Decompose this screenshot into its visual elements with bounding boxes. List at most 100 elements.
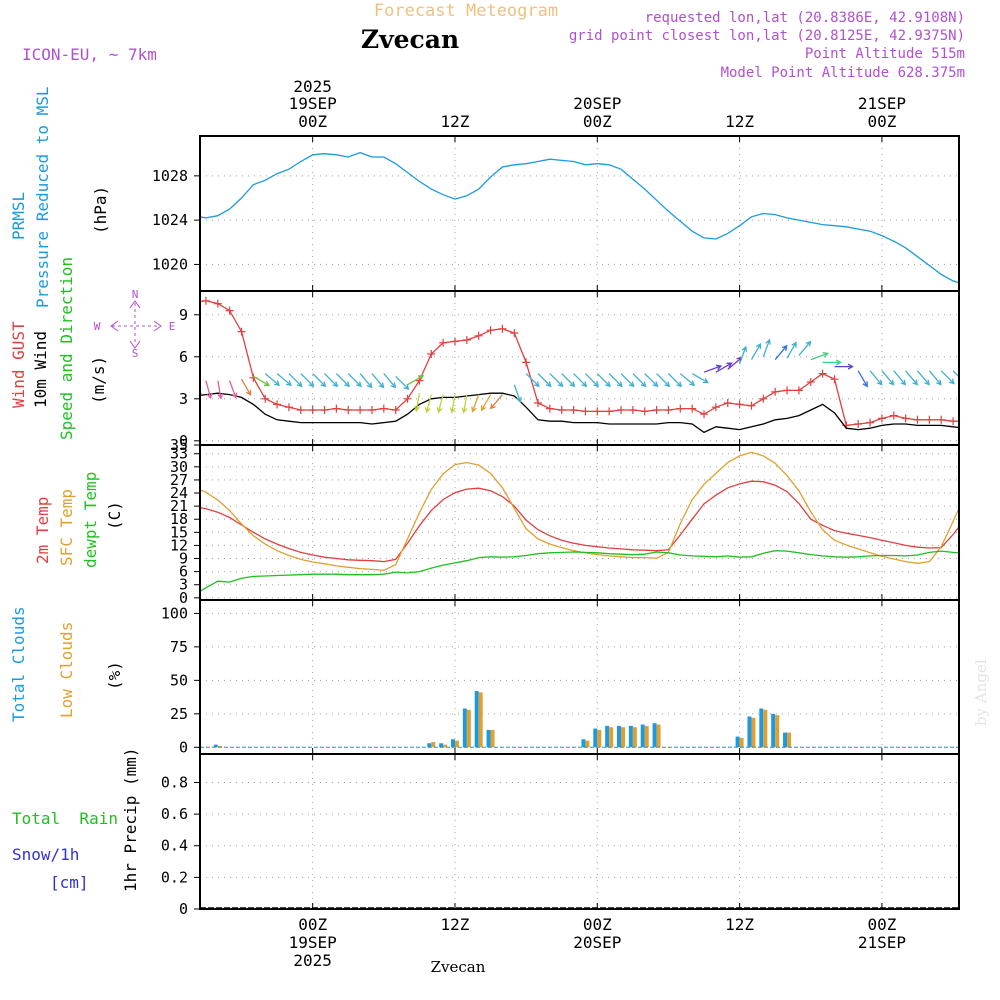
low-cloud-bar xyxy=(597,729,602,748)
gust-marker xyxy=(640,407,649,416)
series-line-pressure xyxy=(200,151,959,284)
panel-wind: 0 3 6 9 xyxy=(179,290,960,450)
gust-label: Wind GUST xyxy=(9,321,28,408)
gust-marker xyxy=(664,406,673,414)
bottom-time-axis: 00Z19SEP202512Z00Z20SEP12Z00Z21SEP12Z xyxy=(289,915,906,970)
top-time-axis: 00Z19SEP202512Z00Z20SEP12Z00Z21SEP12Z xyxy=(289,77,906,131)
y-tick-label: 30 xyxy=(170,458,188,476)
total-cloud-bar xyxy=(605,725,610,748)
gust-marker xyxy=(700,410,709,419)
snow-unit-label: [cm] xyxy=(50,873,89,892)
gust-marker xyxy=(522,358,531,367)
gust-marker xyxy=(711,403,720,412)
wind-arrow xyxy=(480,394,492,412)
total-cloud-bar xyxy=(474,691,479,748)
panel-grid xyxy=(200,136,959,291)
total-cloud-bar xyxy=(486,729,491,748)
gust-marker xyxy=(367,406,376,414)
gust-marker xyxy=(356,406,365,414)
low-cloud-bar xyxy=(431,741,436,748)
wind-arrow xyxy=(834,363,854,370)
gust-marker xyxy=(261,394,270,403)
gust-marker xyxy=(818,369,827,378)
wind-arrow xyxy=(703,364,723,373)
wind-arrow xyxy=(240,378,252,396)
bottom-date-label: 21SEP xyxy=(858,933,906,952)
wind-arrow xyxy=(324,373,339,388)
gust-marker xyxy=(439,338,448,347)
wind-arrow xyxy=(893,370,907,386)
total-cloud-bar xyxy=(450,739,455,748)
gust-marker xyxy=(569,406,578,414)
snow-label: Snow/1h xyxy=(12,845,79,864)
wind-labels: Wind GUST 10m Wind Speed and Direction (… xyxy=(9,257,108,440)
wind-arrow xyxy=(276,373,292,387)
model-label: ICON-EU, ~ 7km xyxy=(22,45,157,64)
gust-marker xyxy=(213,299,222,308)
gust-marker xyxy=(735,400,744,409)
panel-precip: 0 0.2 0.4 0.6 0.8 xyxy=(161,753,960,918)
gust-marker xyxy=(676,404,685,413)
top-date-label: 20SEP xyxy=(573,94,621,113)
bottom-tick-label: 00Z xyxy=(583,915,612,934)
wind-arrow xyxy=(449,394,456,414)
y-tick-label: 1020 xyxy=(152,255,188,273)
gust-marker xyxy=(759,394,768,403)
wind-arrow xyxy=(407,375,425,386)
compass-rose: N S W E xyxy=(94,288,176,360)
wind-arrow xyxy=(750,342,762,360)
gust-marker xyxy=(877,414,886,423)
model-altitude: Model Point Altitude 628.375m xyxy=(721,65,965,81)
gust-marker xyxy=(723,399,732,407)
wind-arrow xyxy=(513,384,522,403)
gust-marker xyxy=(605,407,614,416)
series-line-wind xyxy=(200,392,959,434)
wind-arrow xyxy=(253,375,271,387)
wind-arrow xyxy=(561,373,576,388)
gust-marker xyxy=(747,401,756,410)
total-cloud-bar xyxy=(771,713,776,748)
total-cloud-bar xyxy=(427,743,432,748)
y-tick-label: 50 xyxy=(170,671,188,689)
gust-marker xyxy=(854,420,863,428)
series-line-dewpt xyxy=(200,550,959,593)
y-tick-label: 15 xyxy=(170,523,188,541)
compass-w: W xyxy=(94,320,101,333)
wind-arrow xyxy=(679,373,696,387)
product-title: Forecast Meteogram xyxy=(374,1,558,21)
gust-marker xyxy=(771,387,780,396)
panel-grid xyxy=(200,754,959,909)
prmsl-label: PRMSL xyxy=(9,192,28,240)
gust-marker xyxy=(486,326,495,335)
top-date-label: 19SEP xyxy=(289,94,337,113)
y-tick-label: 21 xyxy=(170,497,188,515)
gust-marker xyxy=(830,375,839,384)
sfc-label: SFC Temp xyxy=(57,489,76,566)
gust-marker xyxy=(320,406,329,414)
wind-arrow xyxy=(205,380,213,400)
wind-arrow xyxy=(762,338,771,358)
gust-marker xyxy=(273,400,282,409)
wind-arrow xyxy=(644,373,659,388)
low-cloud-bar xyxy=(632,727,637,748)
wind-arrow xyxy=(414,393,421,413)
gust-marker xyxy=(581,407,590,416)
y-tick-label: 0.8 xyxy=(161,773,188,791)
top-tick-label: 12Z xyxy=(441,112,470,131)
wind-arrow xyxy=(489,394,503,410)
wind-arrow xyxy=(691,373,709,384)
wind-arrow xyxy=(573,373,588,388)
gust-marker xyxy=(783,386,792,395)
gust-marker xyxy=(557,406,566,414)
low-cloud-bar xyxy=(644,725,649,748)
y-tick-label: 100 xyxy=(161,604,188,622)
wind-arrow xyxy=(667,373,683,388)
wind-arrow xyxy=(312,373,327,388)
low-cloud-bar xyxy=(443,744,448,748)
gust-marker xyxy=(332,404,341,413)
wind-arrow xyxy=(940,370,955,385)
y-tick-label: 24 xyxy=(170,484,188,502)
gust-marker xyxy=(237,327,246,336)
compass-e: E xyxy=(169,320,176,333)
